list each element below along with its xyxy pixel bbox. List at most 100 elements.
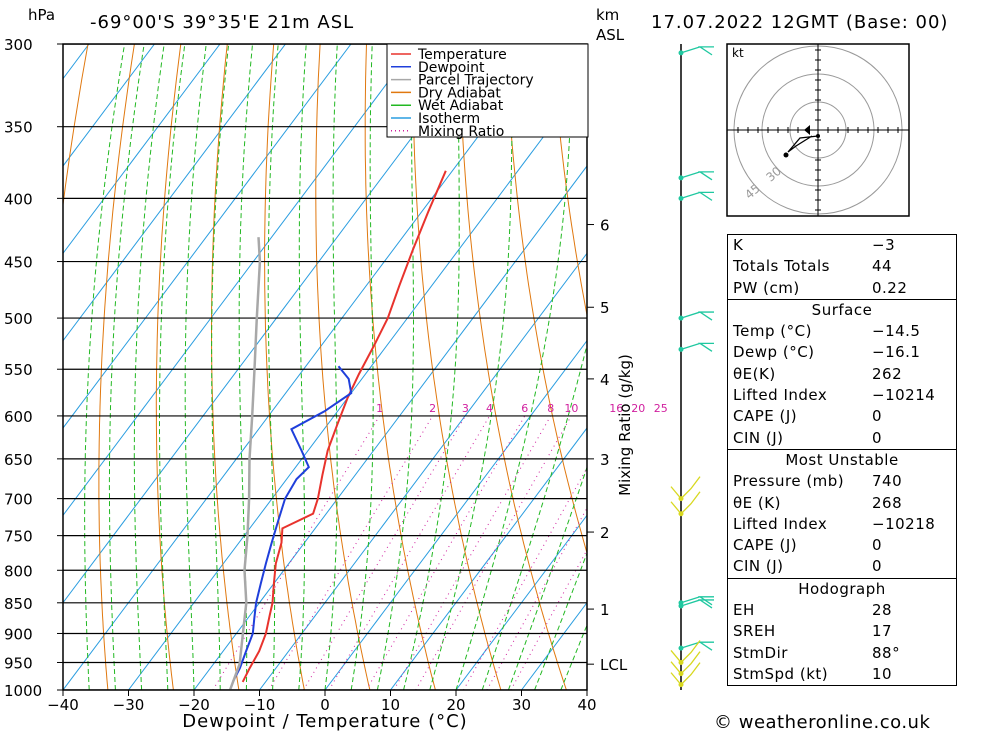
- index-row: θE (K) 268: [728, 493, 956, 514]
- isotherm-line: [63, 44, 221, 255]
- wet-adiabat-line: [184, 44, 207, 690]
- wind-barb: [670, 491, 701, 517]
- index-row: Pressure (mb) 740: [728, 471, 956, 492]
- index-label: Lifted Index: [733, 514, 828, 533]
- index-label: PW (cm): [733, 278, 800, 297]
- wet-adiabat-line: [159, 44, 186, 690]
- legend-label: Mixing Ratio: [418, 124, 504, 140]
- mixing-ratio-line: [268, 415, 434, 690]
- asl-unit-label: ASL: [596, 26, 625, 44]
- datetime-title: 17.07.2022 12GMT (Base: 00): [651, 12, 948, 33]
- wind-barb: [678, 599, 714, 609]
- index-value: 0: [872, 536, 883, 555]
- wind-barb: [678, 342, 714, 352]
- index-row: K −3: [728, 235, 956, 256]
- height-tick-label: 1: [600, 601, 610, 619]
- storm-motion-marker: [804, 125, 810, 135]
- wet-adiabat-line: [267, 44, 279, 690]
- temperature-line: [241, 170, 447, 683]
- dry-adiabat-line: [970, 44, 1000, 690]
- pressure-label: 800: [4, 562, 33, 580]
- dry-adiabat-line: [264, 44, 305, 690]
- index-row: StmSpd (kt) 10: [728, 664, 956, 685]
- sounding-series: [228, 170, 447, 690]
- height-tick-label: LCL: [600, 656, 628, 674]
- index-row: StmDir 88°: [728, 643, 956, 664]
- isotherm-line: [259, 252, 587, 690]
- index-label: Dewp (°C): [733, 343, 815, 362]
- skewt-grid: [63, 44, 1000, 690]
- legend-label: Wet Adiabat: [418, 98, 504, 114]
- pressure-label: 300: [4, 36, 33, 54]
- mixing-ratio-line: [415, 415, 572, 690]
- height-tick-label: 6: [600, 217, 610, 235]
- most-unstable-title: Most Unstable: [785, 450, 899, 469]
- x-tick-label: 20: [446, 696, 465, 714]
- wet-adiabat-line: [298, 44, 307, 690]
- x-tick-label: −10: [244, 696, 276, 714]
- legend-label: Parcel Trajectory: [418, 73, 534, 89]
- pressure-label: 600: [4, 408, 33, 426]
- index-label: CAPE (J): [733, 407, 798, 426]
- wind-barb: [678, 171, 714, 181]
- mixing-ratio-label: 10: [564, 402, 578, 415]
- wind-barb: [678, 191, 714, 201]
- index-row: CAPE (J) 0: [728, 406, 956, 427]
- wind-profile: [670, 44, 714, 690]
- parcel-trajectory-line: [228, 237, 262, 690]
- pressure-label: 900: [4, 625, 33, 643]
- mixing-ratio-label: 20: [631, 402, 645, 415]
- height-tick-label: 4: [600, 371, 610, 389]
- index-label: Pressure (mb): [733, 472, 845, 491]
- pressure-label: 500: [4, 310, 33, 328]
- x-tick-label: 40: [577, 696, 596, 714]
- mixing-ratio-line: [510, 548, 587, 690]
- index-value: 0: [872, 407, 883, 426]
- dewpoint-line: [231, 365, 353, 683]
- index-value: 0: [872, 428, 883, 447]
- mixing-ratio-label: 16: [609, 402, 623, 415]
- mixing-ratio-line: [393, 415, 552, 690]
- index-row: SREH 17: [728, 621, 956, 642]
- wind-barb: [670, 640, 701, 665]
- mixing-ratio-label: 3: [462, 402, 469, 415]
- index-label: StmSpd (kt): [733, 664, 829, 683]
- x-tick-label: 30: [512, 696, 531, 714]
- index-value: 10: [872, 664, 893, 683]
- index-label: Temp (°C): [733, 322, 812, 341]
- wet-adiabat-line: [376, 44, 414, 690]
- index-label: CIN (J): [733, 428, 784, 447]
- mixing-ratio-axis-title: Mixing Ratio (g/kg): [616, 354, 634, 496]
- index-label: StmDir: [733, 643, 788, 662]
- legend-label: Dry Adiabat: [418, 85, 501, 101]
- index-value: 0.22: [872, 278, 908, 297]
- pressure-label: 350: [4, 119, 33, 137]
- mixing-ratio-label: 8: [547, 402, 554, 415]
- index-row: Totals Totals 44: [728, 256, 956, 277]
- wind-barb: [670, 476, 701, 502]
- mixing-ratio-label: 4: [486, 402, 493, 415]
- pressure-label: 400: [4, 190, 33, 208]
- index-row: Dewp (°C) −16.1: [728, 342, 956, 363]
- pressure-label: 700: [4, 491, 33, 509]
- hodograph-unit: kt: [732, 46, 744, 60]
- pressure-label: 1000: [4, 682, 42, 700]
- pressure-label: 750: [4, 528, 33, 546]
- height-tick-label: 3: [600, 451, 610, 469]
- index-label: Totals Totals: [733, 257, 830, 276]
- location-title: -69°00'S 39°35'E 21m ASL: [90, 12, 354, 33]
- indices-table: K −3 Totals Totals 44 PW (cm) 0.22 Surface Te…: [727, 234, 957, 687]
- wet-adiabat-line: [324, 44, 338, 690]
- wet-adiabat-line: [238, 44, 253, 690]
- wet-adiabat-line: [429, 44, 513, 690]
- index-label: CAPE (J): [733, 536, 798, 555]
- isotherm-line: [63, 44, 417, 517]
- hpa-unit-label: hPa: [28, 6, 55, 24]
- index-value: 28: [872, 601, 893, 620]
- index-value: 740: [872, 472, 903, 491]
- isotherm-line: [63, 44, 352, 429]
- skewt-axes: 1 2 3 4 6 8 10 16 20 2530035040045050055060065070…: [4, 36, 668, 714]
